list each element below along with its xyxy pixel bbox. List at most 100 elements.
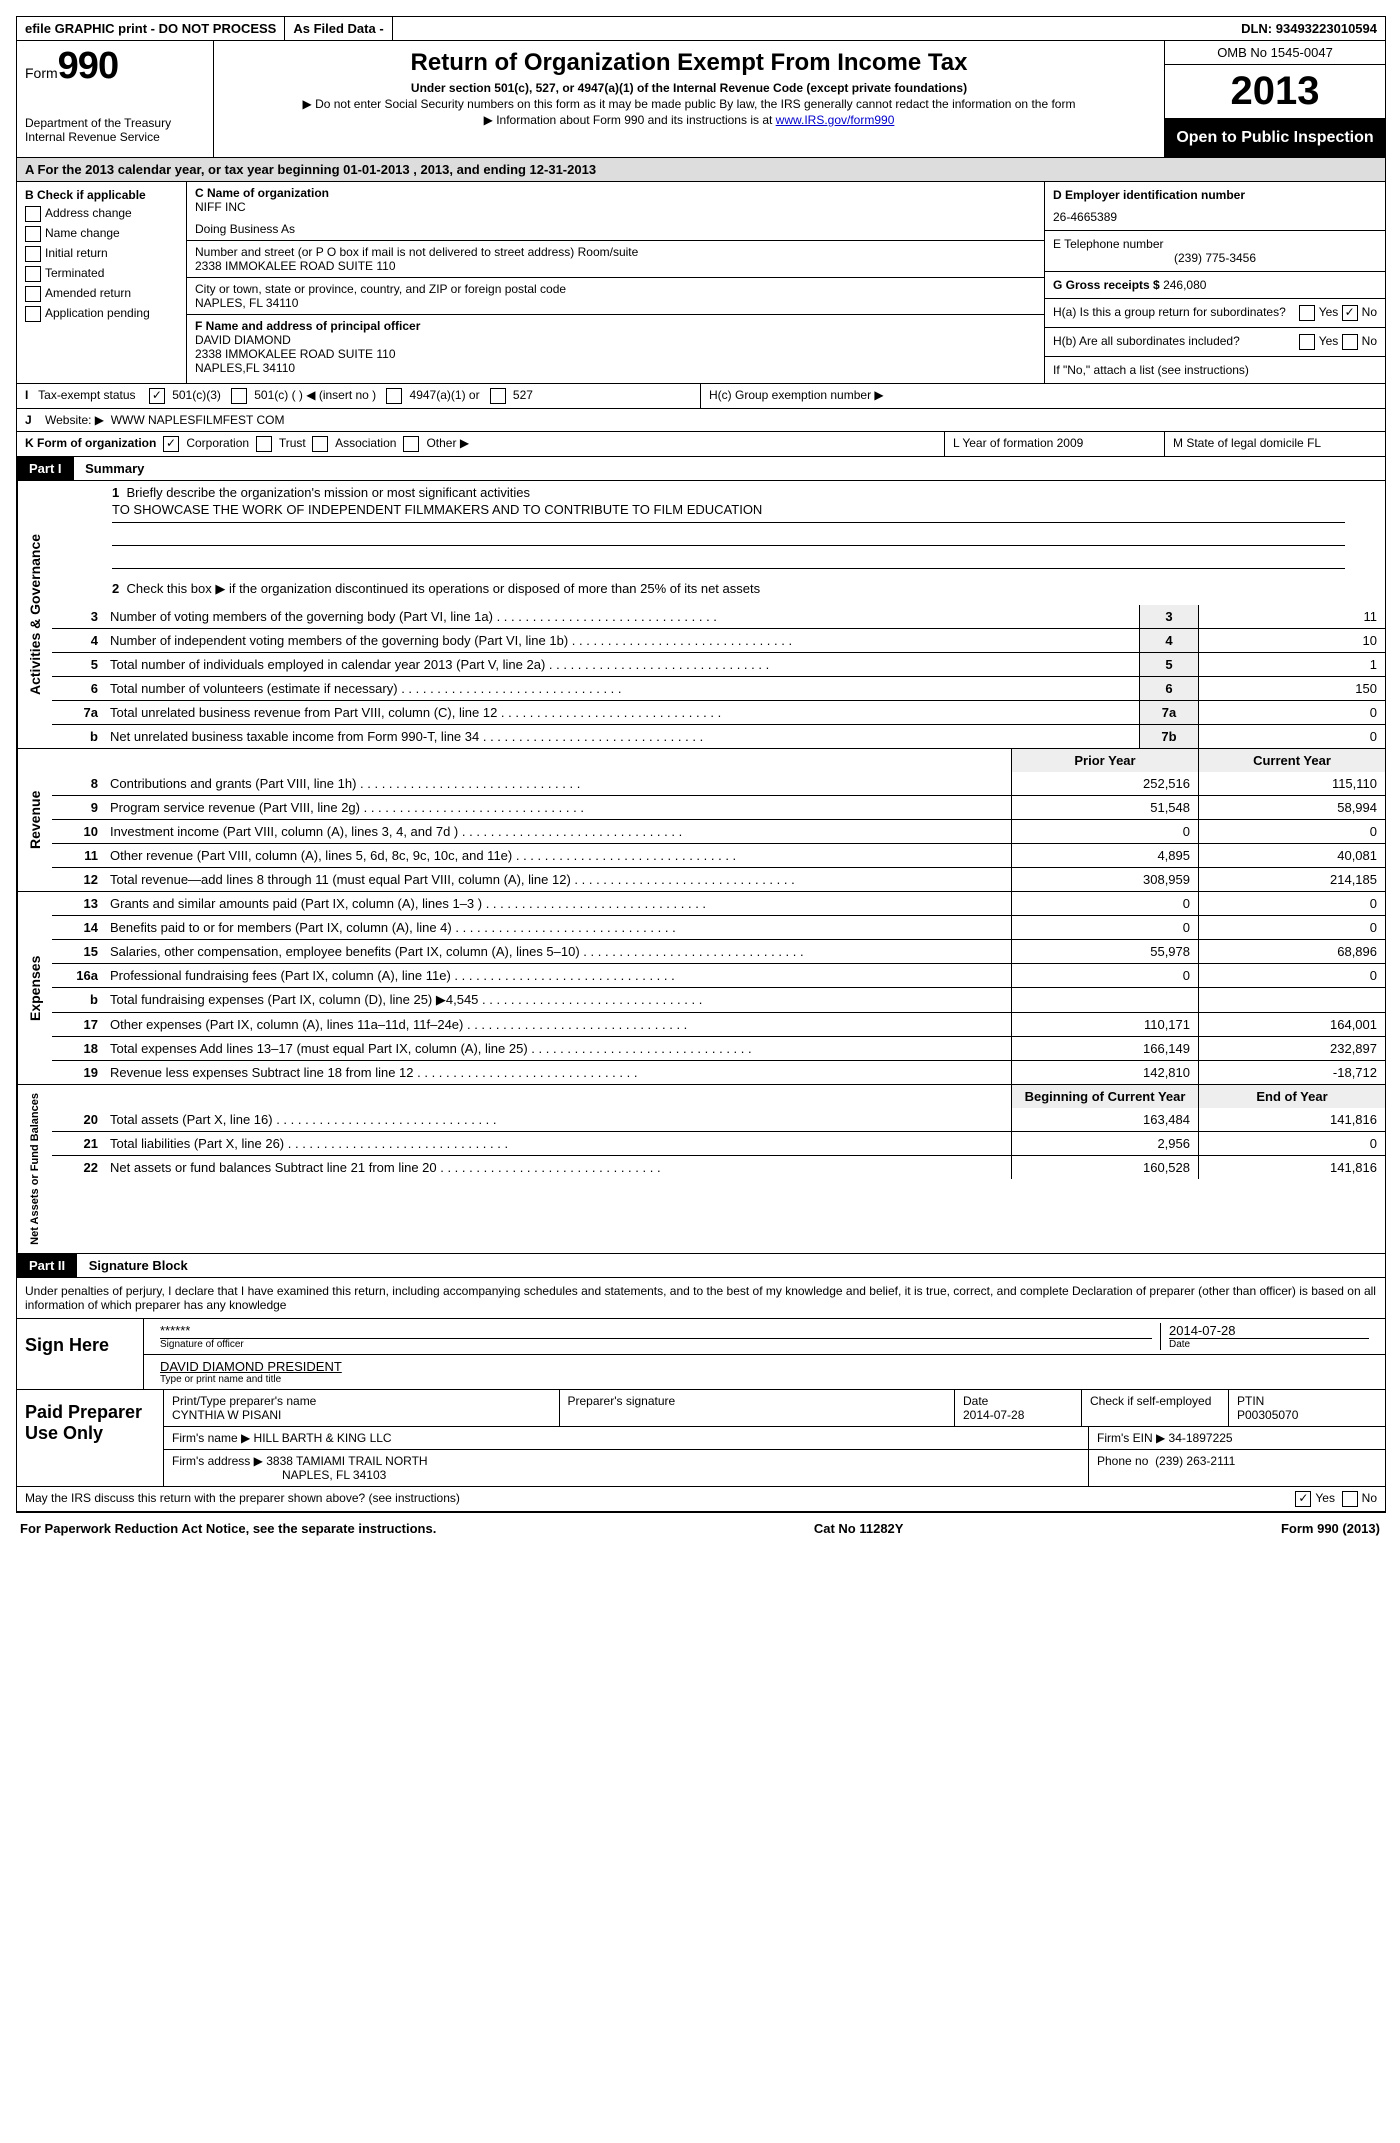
irs-label: Internal Revenue Service xyxy=(25,130,205,144)
part-2-title: Signature Block xyxy=(81,1254,196,1277)
as-filed: As Filed Data - xyxy=(285,17,392,40)
current-value: 164,001 xyxy=(1198,1013,1385,1036)
chk-pending[interactable] xyxy=(25,306,41,322)
gov-line: 7a Total unrelated business revenue from… xyxy=(52,700,1385,724)
discuss-question: May the IRS discuss this return with the… xyxy=(25,1491,460,1507)
finance-line: 21 Total liabilities (Part X, line 26) 2… xyxy=(52,1131,1385,1155)
mission-block: 1 Briefly describe the organization's mi… xyxy=(52,481,1385,605)
line-num: 16a xyxy=(52,964,104,987)
line-desc: Total fundraising expenses (Part IX, col… xyxy=(104,988,1011,1012)
preparer-name-label: Print/Type preparer's name xyxy=(172,1394,551,1408)
chk-501c[interactable] xyxy=(231,388,247,404)
line-key: 3 xyxy=(1139,605,1198,628)
line-value: 150 xyxy=(1198,677,1385,700)
chk-ha-yes[interactable] xyxy=(1299,305,1315,321)
lbl-no-2: No xyxy=(1362,334,1377,348)
firm-ein-label: Firm's EIN ▶ xyxy=(1097,1431,1165,1445)
officer-label: F Name and address of principal officer xyxy=(195,319,1036,333)
tax-year: 2013 xyxy=(1165,65,1385,119)
chk-hb-no[interactable] xyxy=(1342,334,1358,350)
firm-phone-value: (239) 263-2111 xyxy=(1155,1454,1235,1468)
prior-value: 2,956 xyxy=(1011,1132,1198,1155)
officer-addr1: 2338 IMMOKALEE ROAD SUITE 110 xyxy=(195,347,1036,361)
chk-initial-return[interactable] xyxy=(25,246,41,262)
chk-assoc[interactable] xyxy=(312,436,328,452)
line-desc: Net unrelated business taxable income fr… xyxy=(104,725,1139,748)
prep-date-value: 2014-07-28 xyxy=(963,1408,1073,1422)
eoy-header: End of Year xyxy=(1198,1085,1385,1108)
chk-501c3[interactable]: ✓ xyxy=(149,388,165,404)
line-num: 17 xyxy=(52,1013,104,1036)
lbl-address-change: Address change xyxy=(45,206,132,220)
chk-4947[interactable] xyxy=(386,388,402,404)
activities-governance-section: Activities & Governance 1 Briefly descri… xyxy=(17,481,1385,749)
line-desc: Contributions and grants (Part VIII, lin… xyxy=(104,772,1011,795)
line-desc: Total number of volunteers (estimate if … xyxy=(104,677,1139,700)
current-value: 214,185 xyxy=(1198,868,1385,891)
lbl-initial-return: Initial return xyxy=(45,246,108,260)
firm-name-value: HILL BARTH & KING LLC xyxy=(254,1431,392,1445)
officer-name: DAVID DIAMOND xyxy=(195,333,1036,347)
mission-blank-1 xyxy=(112,523,1345,546)
current-value xyxy=(1198,988,1385,1012)
current-value: -18,712 xyxy=(1198,1061,1385,1084)
expenses-label: Expenses xyxy=(17,892,52,1084)
lbl-assoc: Association xyxy=(335,436,396,450)
gov-line: 3 Number of voting members of the govern… xyxy=(52,605,1385,628)
line-desc: Other expenses (Part IX, column (A), lin… xyxy=(104,1013,1011,1036)
prior-value: 110,171 xyxy=(1011,1013,1198,1036)
omb-number: OMB No 1545-0047 xyxy=(1165,41,1385,65)
hb-note: If "No," attach a list (see instructions… xyxy=(1045,357,1385,383)
revenue-label: Revenue xyxy=(17,749,52,891)
finance-line: 22 Net assets or fund balances Subtract … xyxy=(52,1155,1385,1179)
chk-527[interactable] xyxy=(490,388,506,404)
chk-terminated[interactable] xyxy=(25,266,41,282)
chk-discuss-yes[interactable]: ✓ xyxy=(1295,1491,1311,1507)
line-desc: Salaries, other compensation, employee b… xyxy=(104,940,1011,963)
net-assets-section: Net Assets or Fund Balances Beginning of… xyxy=(17,1085,1385,1254)
line-num: 20 xyxy=(52,1108,104,1131)
firm-phone-label: Phone no xyxy=(1097,1454,1148,1468)
org-name-label: C Name of organization xyxy=(195,186,1036,200)
chk-name-change[interactable] xyxy=(25,226,41,242)
dln: DLN: 93493223010594 xyxy=(1233,17,1385,40)
chk-discuss-no[interactable] xyxy=(1342,1491,1358,1507)
irs-link[interactable]: www.IRS.gov/form990 xyxy=(776,113,895,127)
line-desc: Benefits paid to or for members (Part IX… xyxy=(104,916,1011,939)
finance-line: 13 Grants and similar amounts paid (Part… xyxy=(52,892,1385,915)
firm-name-label: Firm's name ▶ xyxy=(172,1431,250,1445)
boy-header: Beginning of Current Year xyxy=(1011,1085,1198,1108)
form-number: 990 xyxy=(58,45,118,87)
firm-addr-label: Firm's address ▶ xyxy=(172,1454,263,1468)
col-b-checkboxes: B Check if applicable Address change Nam… xyxy=(17,182,187,383)
line-num: 14 xyxy=(52,916,104,939)
ptin-value: P00305070 xyxy=(1237,1408,1377,1422)
line-value: 0 xyxy=(1198,701,1385,724)
line-num: 18 xyxy=(52,1037,104,1060)
finance-line: 15 Salaries, other compensation, employe… xyxy=(52,939,1385,963)
chk-address-change[interactable] xyxy=(25,206,41,222)
hb-question: H(b) Are all subordinates included? xyxy=(1053,334,1240,350)
line-value: 1 xyxy=(1198,653,1385,676)
line-desc: Total number of individuals employed in … xyxy=(104,653,1139,676)
chk-trust[interactable] xyxy=(256,436,272,452)
chk-hb-yes[interactable] xyxy=(1299,334,1315,350)
website-label: Website: ▶ xyxy=(45,413,104,427)
line-desc: Total expenses Add lines 13–17 (must equ… xyxy=(104,1037,1011,1060)
line-num: 10 xyxy=(52,820,104,843)
line-num: 22 xyxy=(52,1156,104,1179)
line-desc: Total liabilities (Part X, line 26) xyxy=(104,1132,1011,1155)
header-left: Form990 Department of the Treasury Inter… xyxy=(17,41,214,157)
chk-corp[interactable]: ✓ xyxy=(163,436,179,452)
line-desc: Total revenue—add lines 8 through 11 (mu… xyxy=(104,868,1011,891)
q1-text: Briefly describe the organization's miss… xyxy=(126,485,529,500)
line-desc: Total unrelated business revenue from Pa… xyxy=(104,701,1139,724)
finance-line: 8 Contributions and grants (Part VIII, l… xyxy=(52,772,1385,795)
chk-other[interactable] xyxy=(403,436,419,452)
chk-ha-no[interactable]: ✓ xyxy=(1342,305,1358,321)
phone-value: (239) 775-3456 xyxy=(1053,251,1377,265)
org-name: NIFF INC xyxy=(195,200,1036,214)
current-value: 141,816 xyxy=(1198,1108,1385,1131)
chk-amended[interactable] xyxy=(25,286,41,302)
lbl-yes-2: Yes xyxy=(1319,334,1339,348)
